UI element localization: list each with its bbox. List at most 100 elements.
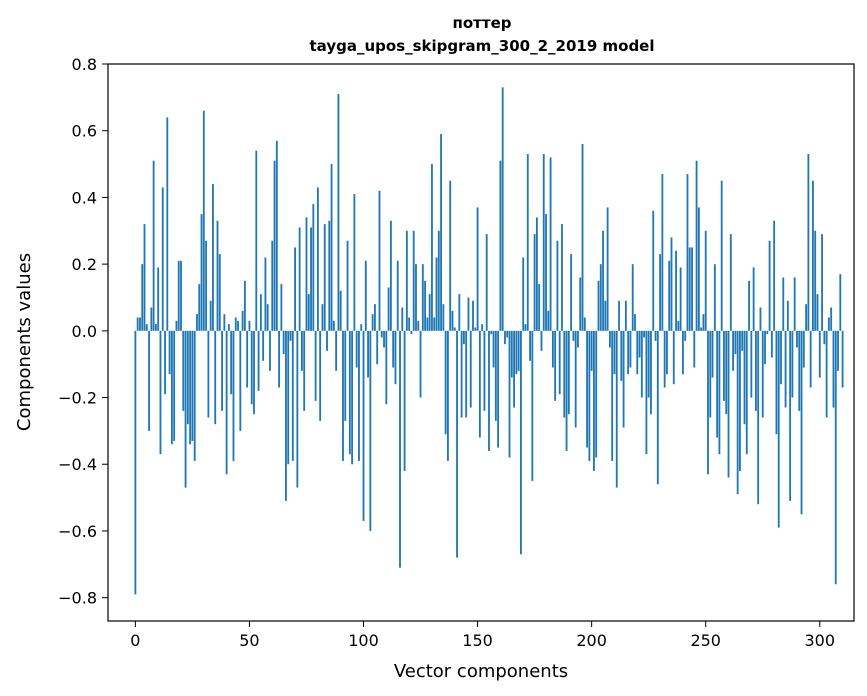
bar bbox=[417, 320, 420, 331]
bar bbox=[807, 154, 810, 331]
bar bbox=[809, 330, 812, 388]
bar bbox=[791, 330, 794, 398]
bar bbox=[367, 330, 369, 378]
y-tick-label: −0.6 bbox=[58, 522, 97, 541]
bar bbox=[139, 317, 141, 331]
x-axis: 0 50 100 150 200 250 300 bbox=[130, 621, 835, 650]
bar bbox=[143, 224, 146, 331]
bar bbox=[497, 330, 500, 448]
bar bbox=[383, 330, 385, 348]
bar bbox=[301, 330, 303, 371]
bar bbox=[638, 330, 641, 358]
bar bbox=[376, 330, 379, 365]
y-tick-label: 0.6 bbox=[72, 122, 97, 141]
bar bbox=[380, 330, 383, 338]
bar bbox=[207, 330, 210, 418]
bar bbox=[164, 330, 166, 395]
bar bbox=[234, 317, 237, 331]
bar bbox=[296, 330, 299, 488]
bar bbox=[663, 330, 666, 388]
bar bbox=[469, 330, 472, 408]
bar bbox=[615, 330, 618, 488]
bar bbox=[415, 264, 417, 331]
bar bbox=[764, 330, 766, 365]
bar bbox=[529, 330, 531, 361]
bar bbox=[387, 287, 390, 331]
bar bbox=[554, 330, 557, 401]
bar bbox=[579, 277, 582, 331]
bar bbox=[681, 330, 684, 375]
chart-title-line1: поттер bbox=[453, 14, 512, 32]
bar bbox=[458, 294, 461, 331]
bar bbox=[661, 174, 664, 331]
bar bbox=[595, 330, 598, 458]
bar bbox=[253, 330, 255, 415]
bar bbox=[588, 330, 591, 461]
bar bbox=[182, 330, 185, 411]
bar bbox=[688, 247, 691, 331]
bar bbox=[344, 330, 347, 421]
bar bbox=[531, 330, 534, 481]
bar bbox=[800, 330, 803, 515]
bar bbox=[307, 294, 310, 331]
bar bbox=[442, 304, 445, 331]
bar bbox=[636, 330, 639, 375]
bar bbox=[385, 330, 388, 405]
bar bbox=[412, 230, 415, 331]
bar bbox=[796, 330, 798, 348]
bar bbox=[358, 330, 360, 461]
bar bbox=[624, 300, 627, 331]
bar bbox=[729, 234, 732, 331]
bar bbox=[770, 330, 773, 358]
bar bbox=[510, 330, 513, 378]
bar bbox=[759, 307, 762, 331]
bar bbox=[223, 314, 226, 331]
bar bbox=[230, 330, 233, 395]
bar bbox=[472, 300, 474, 331]
bar bbox=[563, 330, 566, 418]
x-tick-label: 200 bbox=[576, 631, 607, 650]
bar bbox=[608, 330, 611, 348]
bar bbox=[784, 330, 787, 408]
bar bbox=[319, 330, 322, 421]
bar bbox=[339, 290, 342, 331]
bar bbox=[271, 240, 274, 331]
bar bbox=[768, 240, 771, 331]
bar bbox=[335, 330, 338, 371]
bar bbox=[494, 330, 497, 421]
bar bbox=[364, 260, 367, 331]
y-tick-label: 0.0 bbox=[72, 322, 97, 341]
bar bbox=[273, 160, 276, 331]
y-axis: 0.8 0.6 0.4 0.2 0.0 −0.2 −0.4 −0.6 −0.8 bbox=[58, 55, 108, 608]
bar bbox=[508, 330, 511, 458]
bar bbox=[713, 264, 716, 331]
bar bbox=[704, 230, 707, 331]
bar bbox=[392, 330, 395, 368]
bar bbox=[294, 247, 296, 331]
bar bbox=[590, 330, 593, 371]
bar bbox=[483, 330, 486, 411]
bar bbox=[243, 280, 246, 331]
bar bbox=[798, 330, 801, 411]
bar bbox=[474, 327, 477, 331]
bar bbox=[501, 87, 504, 331]
bar bbox=[216, 220, 219, 331]
bar bbox=[766, 330, 769, 335]
bar bbox=[481, 324, 484, 331]
bar bbox=[513, 330, 515, 408]
bar bbox=[394, 330, 397, 385]
bar bbox=[499, 160, 502, 331]
bar bbox=[369, 330, 372, 531]
bar bbox=[403, 330, 406, 471]
bar bbox=[716, 330, 719, 438]
bar bbox=[189, 330, 192, 445]
bar bbox=[248, 320, 251, 331]
bar bbox=[410, 330, 413, 335]
bar bbox=[793, 277, 796, 331]
bar bbox=[405, 230, 408, 331]
x-tick-label: 150 bbox=[462, 631, 493, 650]
bar bbox=[321, 304, 324, 331]
bar bbox=[777, 330, 780, 528]
bar bbox=[620, 330, 623, 381]
bar bbox=[351, 330, 354, 465]
